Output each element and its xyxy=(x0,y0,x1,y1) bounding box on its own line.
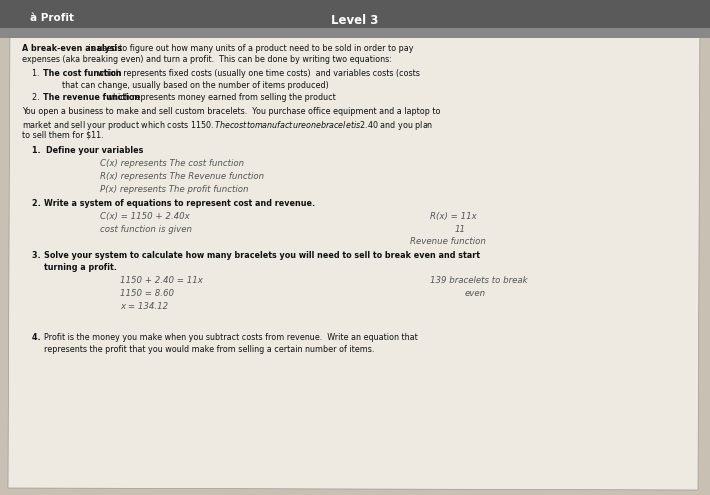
Text: 139 bracelets to break: 139 bracelets to break xyxy=(430,276,528,285)
Text: 2.: 2. xyxy=(32,93,45,102)
Text: Solve your system to calculate how many bracelets you will need to sell to break: Solve your system to calculate how many … xyxy=(44,251,480,260)
Text: R(x) represents The Revenue function: R(x) represents The Revenue function xyxy=(100,172,264,181)
Text: C(x) represents The cost function: C(x) represents The cost function xyxy=(100,159,244,168)
Text: C(x) = 1150 + 2.40x: C(x) = 1150 + 2.40x xyxy=(100,212,190,221)
Text: Profit is the money you make when you subtract costs from revenue.  Write an equ: Profit is the money you make when you su… xyxy=(44,334,417,343)
Text: 1150 + 2.40 = 11x: 1150 + 2.40 = 11x xyxy=(120,276,203,285)
Text: represents the profit that you would make from selling a certain number of items: represents the profit that you would mak… xyxy=(44,345,374,354)
Text: Define your variables: Define your variables xyxy=(46,146,143,155)
Text: The revenue function: The revenue function xyxy=(43,93,141,102)
Text: Level 3: Level 3 xyxy=(332,13,378,27)
Text: that can change, usually based on the number of items produced): that can change, usually based on the nu… xyxy=(62,81,329,90)
Text: expenses (aka breaking even) and turn a profit.  This can be done by writing two: expenses (aka breaking even) and turn a … xyxy=(22,55,392,64)
Text: 1.: 1. xyxy=(32,69,45,78)
Text: 3.: 3. xyxy=(32,251,46,260)
Text: 11: 11 xyxy=(455,225,466,234)
Text: to sell them for $11.: to sell them for $11. xyxy=(22,131,104,140)
Text: 1.: 1. xyxy=(32,146,49,155)
Text: cost function is given: cost function is given xyxy=(100,225,192,234)
Text: A break-even analysis: A break-even analysis xyxy=(22,44,122,53)
Text: Revenue function: Revenue function xyxy=(410,237,486,246)
Text: which represents fixed costs (usually one time costs)  and variables costs (cost: which represents fixed costs (usually on… xyxy=(95,69,420,78)
Text: is used to figure out how many units of a product need to be sold in order to pa: is used to figure out how many units of … xyxy=(86,44,413,53)
Text: even: even xyxy=(465,289,486,297)
Text: 2.: 2. xyxy=(32,199,46,208)
Text: 1150 = 8.60: 1150 = 8.60 xyxy=(120,289,174,297)
Text: à Profit: à Profit xyxy=(30,13,74,23)
Text: R(x) = 11x: R(x) = 11x xyxy=(430,212,476,221)
Polygon shape xyxy=(0,0,710,28)
Text: P(x) represents The profit function: P(x) represents The profit function xyxy=(100,185,248,194)
Text: turning a profit.: turning a profit. xyxy=(44,262,117,271)
Text: The cost function: The cost function xyxy=(43,69,122,78)
Polygon shape xyxy=(0,28,710,38)
Text: market and sell your product which costs $1150.  The cost to manufacture one bra: market and sell your product which costs… xyxy=(22,119,433,132)
Text: Write a system of equations to represent cost and revenue.: Write a system of equations to represent… xyxy=(44,199,315,208)
Text: 4.: 4. xyxy=(32,334,46,343)
Text: which represents money earned from selling the product: which represents money earned from selli… xyxy=(104,93,336,102)
Text: x = 134.12: x = 134.12 xyxy=(120,302,168,311)
Polygon shape xyxy=(8,5,700,490)
Text: You open a business to make and sell custom bracelets.  You purchase office equi: You open a business to make and sell cus… xyxy=(22,107,440,116)
